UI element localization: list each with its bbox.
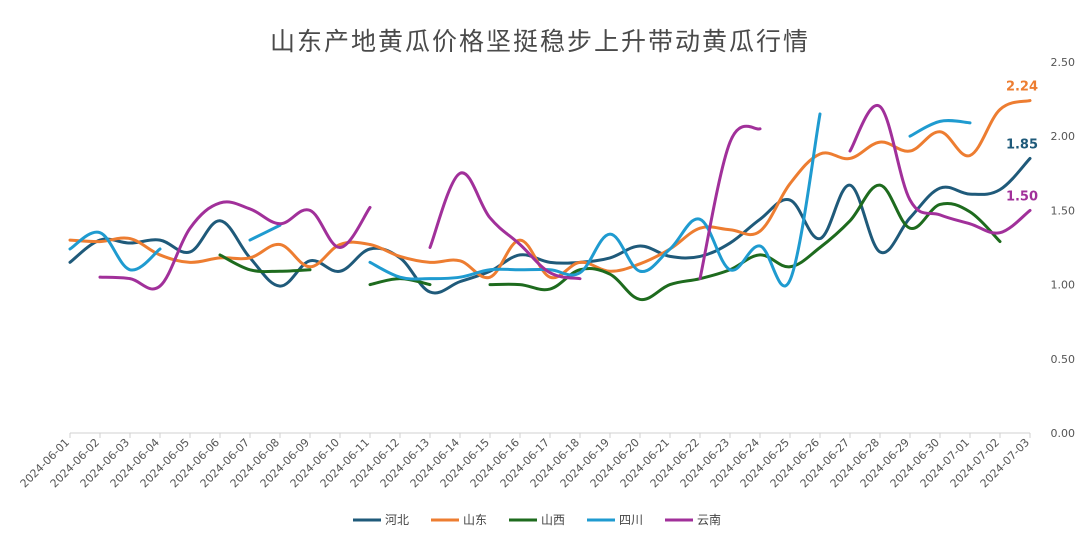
y-tick-label: 2.00 — [1051, 130, 1076, 143]
legend-label-hebei: 河北 — [385, 513, 409, 527]
series-line-sichuan — [248, 223, 282, 242]
series-line-yunnan — [428, 171, 582, 281]
y-tick-label: 1.00 — [1051, 279, 1076, 292]
series-hebei — [68, 156, 1032, 295]
legend-label-shandong: 山东 — [463, 513, 487, 527]
y-tick-label: 2.50 — [1051, 56, 1076, 69]
series-sichuan — [68, 112, 972, 288]
series-shanxi — [218, 183, 1002, 301]
data-label-shandong: 2.24 — [1006, 80, 1038, 95]
series-line-sichuan — [68, 230, 162, 272]
series-line-shandong — [68, 99, 1032, 280]
legend-label-shanxi: 山西 — [541, 513, 565, 527]
y-tick-label: 0.00 — [1051, 427, 1076, 440]
series-line-sichuan — [368, 112, 822, 288]
series-yunnan — [98, 103, 1032, 291]
legend-label-yunnan: 云南 — [697, 512, 721, 527]
series-line-yunnan — [848, 103, 1032, 235]
series-line-yunnan — [698, 124, 762, 281]
series-line-yunnan — [98, 200, 372, 291]
series-line-sichuan — [908, 119, 972, 138]
series-shandong — [68, 99, 1032, 280]
chart-title: 山东产地黄瓜价格坚挺稳步上升带动黄瓜行情 — [269, 27, 810, 56]
series-line-shanxi — [218, 253, 312, 274]
legend-label-sichuan: 四川 — [619, 513, 643, 527]
y-tick-label: 1.50 — [1051, 204, 1076, 217]
series-line-hebei — [68, 156, 1032, 295]
data-label-yunnan: 1.50 — [1006, 189, 1038, 204]
data-label-hebei: 1.85 — [1006, 137, 1038, 152]
y-tick-label: 0.50 — [1051, 353, 1076, 366]
